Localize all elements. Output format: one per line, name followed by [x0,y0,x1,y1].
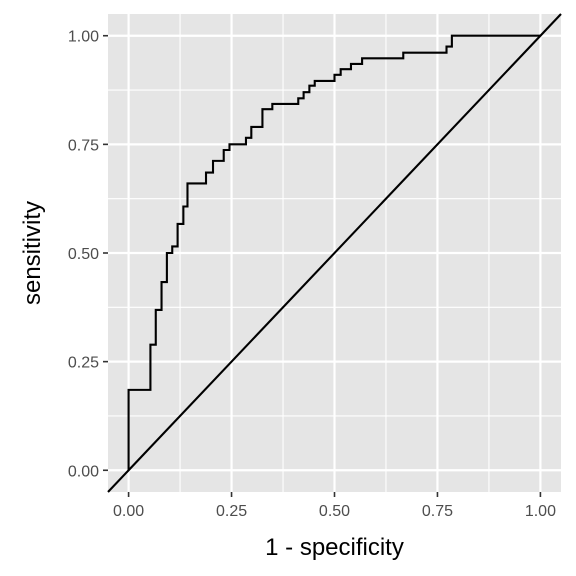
y-tick-label: 1.00 [68,29,99,46]
x-tick-label: 0.50 [319,503,350,520]
roc-curve [127,34,541,471]
x-axis-title: 1 - specificity [265,534,404,561]
series-lines [107,13,562,493]
axis-ticks: 0.00 0.25 0.50 0.75 1.00 0.00 0.25 0.50 0.75 1.00 [68,29,556,520]
y-tick-label: 0.00 [68,463,99,480]
x-tick-label: 0.25 [216,503,247,520]
y-tick-label: 0.25 [68,355,99,372]
y-axis-title: sensitivity [19,201,46,305]
x-tick-label: 0.00 [113,503,144,520]
x-tick-label: 0.75 [422,503,453,520]
diagonal-reference-line [107,13,562,493]
y-tick-label: 0.75 [68,137,99,154]
y-tick-label: 0.50 [68,246,99,263]
x-tick-label: 1.00 [525,503,556,520]
